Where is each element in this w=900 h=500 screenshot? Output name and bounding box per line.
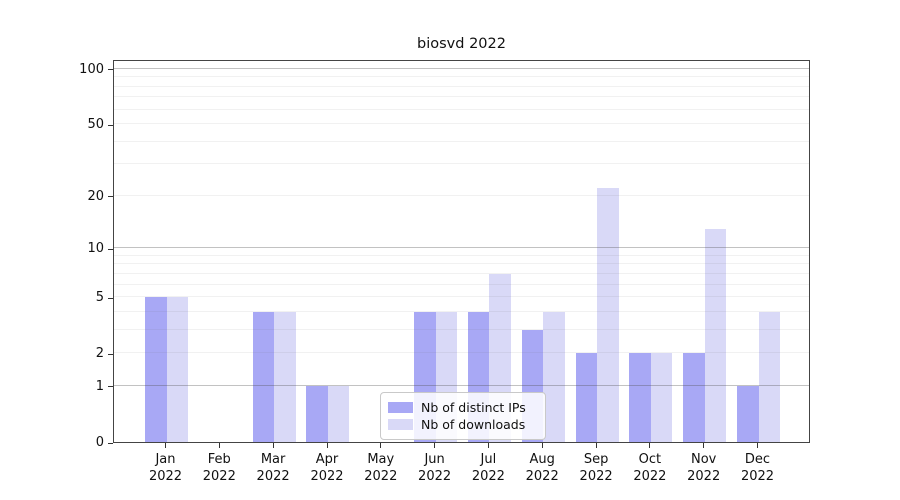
- minor-gridline-20: [114, 194, 809, 196]
- x-tick-label-jan: Jan 2022: [148, 452, 183, 484]
- y-tick-label-50: 50: [87, 117, 104, 132]
- minor-gridline-50: [114, 123, 809, 124]
- y-tick-mark-1: [108, 386, 113, 388]
- x-tick-label-apr: Apr 2022: [310, 452, 344, 484]
- x-tick-mark-aug: [541, 443, 543, 448]
- bar-downloads-aug: [543, 311, 565, 442]
- x-tick-mark-nov: [703, 443, 705, 448]
- bar-distinct-ips-nov: [683, 353, 705, 442]
- y-tick-label-10: 10: [87, 241, 104, 257]
- y-tick-label-1: 1: [95, 378, 104, 394]
- bar-distinct-ips-sep: [575, 353, 598, 442]
- bar-downloads-dec: [758, 311, 781, 442]
- y-tick-mark-10: [108, 248, 113, 250]
- x-tick-label-aug: Aug 2022: [525, 452, 559, 484]
- plot-area: Nb of distinct IPs Nb of downloads: [113, 60, 810, 443]
- minor-gridline-8: [114, 263, 809, 265]
- minor-gridline-80: [114, 85, 809, 87]
- bar-downloads-sep: [597, 188, 619, 442]
- legend-label-downloads: Nb of downloads: [421, 417, 526, 432]
- x-tick-mark-dec: [757, 443, 758, 448]
- y-tick-label-5: 5: [95, 290, 104, 306]
- legend-swatch-distinct-ips: [388, 402, 413, 413]
- minor-gridline-6: [114, 283, 809, 285]
- major-gridline-10: [114, 247, 809, 249]
- bar-downloads-jan: [166, 297, 188, 442]
- major-gridline-100: [114, 67, 809, 69]
- x-tick-label-dec: Dec 2022: [740, 452, 775, 484]
- minor-gridline-30: [114, 163, 809, 165]
- minor-gridline-9: [114, 254, 809, 256]
- chart-title: biosvd 2022: [417, 36, 506, 52]
- y-tick-label-0: 0: [95, 435, 104, 450]
- bar-downloads-oct: [650, 353, 673, 442]
- minor-gridline-7: [114, 272, 809, 274]
- y-tick-mark-5: [108, 297, 113, 299]
- minor-gridline-90: [114, 76, 809, 78]
- minor-gridline-70: [114, 96, 809, 98]
- minor-gridline-4: [114, 310, 809, 312]
- x-tick-label-mar: Mar 2022: [256, 452, 290, 484]
- x-tick-mark-apr: [326, 443, 328, 448]
- x-tick-mark-sep: [595, 443, 597, 448]
- x-tick-mark-mar: [272, 443, 274, 448]
- minor-gridline-60: [114, 108, 809, 110]
- bar-distinct-ips-dec: [737, 385, 759, 442]
- y-tick-mark-50: [108, 124, 113, 126]
- bar-distinct-ips-apr: [306, 385, 328, 442]
- x-tick-mark-jul: [487, 443, 489, 448]
- bar-distinct-ips-oct: [629, 353, 651, 442]
- bar-distinct-ips-mar: [252, 311, 275, 442]
- x-tick-mark-feb: [218, 443, 220, 448]
- legend: Nb of distinct IPs Nb of downloads: [380, 392, 546, 440]
- y-tick-mark-100: [108, 69, 113, 71]
- x-tick-label-sep: Sep 2022: [579, 452, 613, 484]
- x-tick-mark-jan: [165, 443, 166, 448]
- x-tick-label-oct: Oct 2022: [633, 452, 667, 484]
- legend-item-downloads: Nb of downloads: [388, 416, 537, 433]
- major-gridline-1: [114, 384, 809, 386]
- y-tick-label-100: 100: [79, 61, 104, 77]
- bar-distinct-ips-jan: [145, 297, 167, 442]
- y-tick-mark-20: [108, 196, 113, 198]
- y-tick-label-20: 20: [87, 188, 104, 204]
- bar-downloads-mar: [274, 311, 296, 442]
- legend-swatch-downloads: [388, 419, 413, 430]
- y-tick-mark-2: [108, 353, 113, 355]
- x-tick-label-nov: Nov 2022: [687, 452, 721, 484]
- x-tick-mark-oct: [649, 443, 651, 448]
- bar-downloads-apr: [327, 385, 350, 442]
- x-tick-label-feb: Feb 2022: [202, 452, 236, 484]
- x-tick-label-jun: Jun 2022: [418, 452, 452, 484]
- bar-downloads-nov: [704, 228, 727, 442]
- minor-gridline-5: [114, 296, 809, 298]
- minor-gridline-40: [114, 140, 809, 142]
- minor-gridline-2: [114, 352, 809, 354]
- legend-item-distinct-ips: Nb of distinct IPs: [388, 399, 537, 416]
- x-tick-mark-jun: [434, 443, 436, 448]
- minor-gridline-3: [114, 328, 809, 330]
- legend-label-distinct-ips: Nb of distinct IPs: [421, 400, 526, 415]
- x-tick-label-jul: Jul 2022: [471, 452, 505, 484]
- x-tick-mark-may: [380, 443, 382, 448]
- x-tick-label-may: May 2022: [364, 452, 398, 484]
- y-tick-mark-0: [108, 442, 113, 444]
- y-tick-label-2: 2: [95, 346, 104, 362]
